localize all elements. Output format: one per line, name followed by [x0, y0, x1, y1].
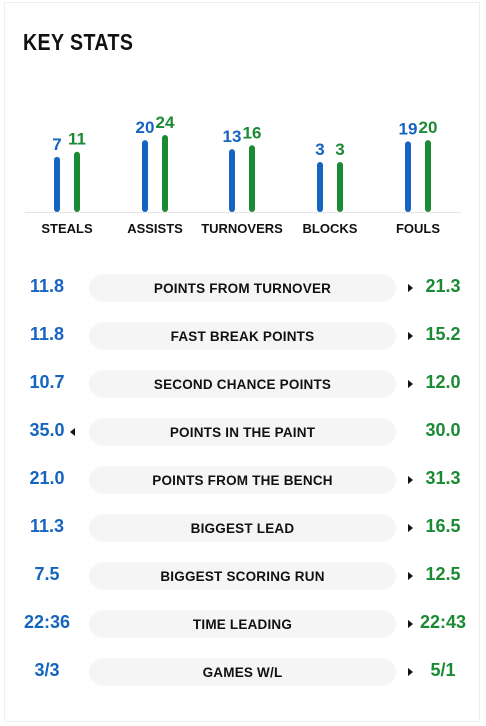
- stat-label: FAST BREAK POINTS: [89, 322, 396, 350]
- category-label-assists: ASSISTS: [127, 221, 183, 236]
- home-bar-turnovers: [229, 149, 235, 212]
- stat-label: POINTS IN THE PAINT: [89, 418, 396, 446]
- home-bar-assists: [142, 140, 148, 212]
- stat-label: BIGGEST LEAD: [89, 514, 396, 542]
- away-bar-steals: [74, 151, 80, 212]
- away-bar-turnovers: [249, 145, 255, 212]
- arrow-right-icon: [408, 524, 413, 532]
- home-bar-blocks: [317, 162, 323, 212]
- away-bar-assists: [162, 135, 168, 212]
- comparison-row: 11.8 POINTS FROM TURNOVER 21.3: [5, 274, 481, 302]
- comparison-row: 11.8 FAST BREAK POINTS 15.2: [5, 322, 481, 350]
- arrow-right-icon: [408, 620, 413, 628]
- stat-label: BIGGEST SCORING RUN: [89, 562, 396, 590]
- arrow-right-icon: [408, 572, 413, 580]
- key-stats-card: KEY STATS 7 11 STEALS 20 24 ASSISTS 13 16 TURNOV…: [4, 2, 480, 722]
- home-value: 3/3: [34, 660, 60, 680]
- home-data-label-steals: 7: [52, 135, 61, 154]
- stat-label: TIME LEADING: [89, 610, 396, 638]
- comparison-row: 21.0 POINTS FROM THE BENCH 31.3: [5, 466, 481, 494]
- comparison-row: 7.5 BIGGEST SCORING RUN 12.5: [5, 562, 481, 590]
- arrow-right-icon: [408, 380, 413, 388]
- home-value: 21.0: [29, 468, 65, 488]
- comparison-row: 10.7 SECOND CHANCE POINTS 12.0: [5, 370, 481, 398]
- away-data-label-blocks: 3: [335, 140, 344, 159]
- stat-label: POINTS FROM TURNOVER: [89, 274, 396, 302]
- away-value: 12.0: [425, 372, 461, 392]
- home-data-label-fouls: 19: [399, 119, 418, 138]
- home-data-label-assists: 20: [136, 118, 155, 137]
- home-value: 11.3: [29, 516, 65, 536]
- page-title: KEY STATS: [23, 29, 134, 55]
- home-data-label-blocks: 3: [315, 140, 324, 159]
- away-value: 22:43: [419, 612, 467, 632]
- category-label-turnovers: TURNOVERS: [201, 221, 283, 236]
- away-data-label-assists: 24: [156, 113, 175, 132]
- away-value: 15.2: [425, 324, 461, 344]
- comparison-row: 11.3 BIGGEST LEAD 16.5: [5, 514, 481, 542]
- home-value: 35.0: [29, 420, 65, 440]
- arrow-left-icon: [70, 428, 75, 436]
- home-value: 11.8: [29, 276, 65, 296]
- arrow-right-icon: [408, 332, 413, 340]
- home-value: 11.8: [29, 324, 65, 344]
- away-bar-fouls: [425, 140, 431, 212]
- stat-label: GAMES W/L: [89, 658, 396, 686]
- away-data-label-fouls: 20: [419, 118, 438, 137]
- away-value: 31.3: [425, 468, 461, 488]
- away-value: 21.3: [425, 276, 461, 296]
- away-value: 16.5: [425, 516, 461, 536]
- arrow-right-icon: [408, 284, 413, 292]
- arrow-right-icon: [408, 668, 413, 676]
- away-value: 12.5: [425, 564, 461, 584]
- home-bar-fouls: [405, 141, 411, 212]
- category-label-steals: STEALS: [41, 221, 93, 236]
- away-data-label-turnovers: 16: [243, 123, 262, 142]
- home-bar-steals: [54, 156, 60, 212]
- home-value: 7.5: [34, 564, 60, 584]
- stat-label: SECOND CHANCE POINTS: [89, 370, 396, 398]
- away-value: 5/1: [430, 660, 456, 680]
- away-value: 30.0: [425, 420, 461, 440]
- category-label-blocks: BLOCKS: [303, 221, 358, 236]
- away-data-label-steals: 11: [68, 130, 86, 149]
- home-data-label-turnovers: 13: [223, 127, 242, 146]
- comparison-row: 3/3 GAMES W/L 5/1: [5, 658, 481, 686]
- home-value: 10.7: [29, 372, 65, 392]
- home-value: 22:36: [23, 612, 71, 632]
- comparison-row: 22:36 TIME LEADING 22:43: [5, 610, 481, 638]
- category-label-fouls: FOULS: [396, 221, 440, 236]
- away-bar-blocks: [337, 162, 343, 212]
- arrow-right-icon: [408, 476, 413, 484]
- comparison-row: 35.0 POINTS IN THE PAINT 30.0: [5, 418, 481, 446]
- stat-label: POINTS FROM THE BENCH: [89, 466, 396, 494]
